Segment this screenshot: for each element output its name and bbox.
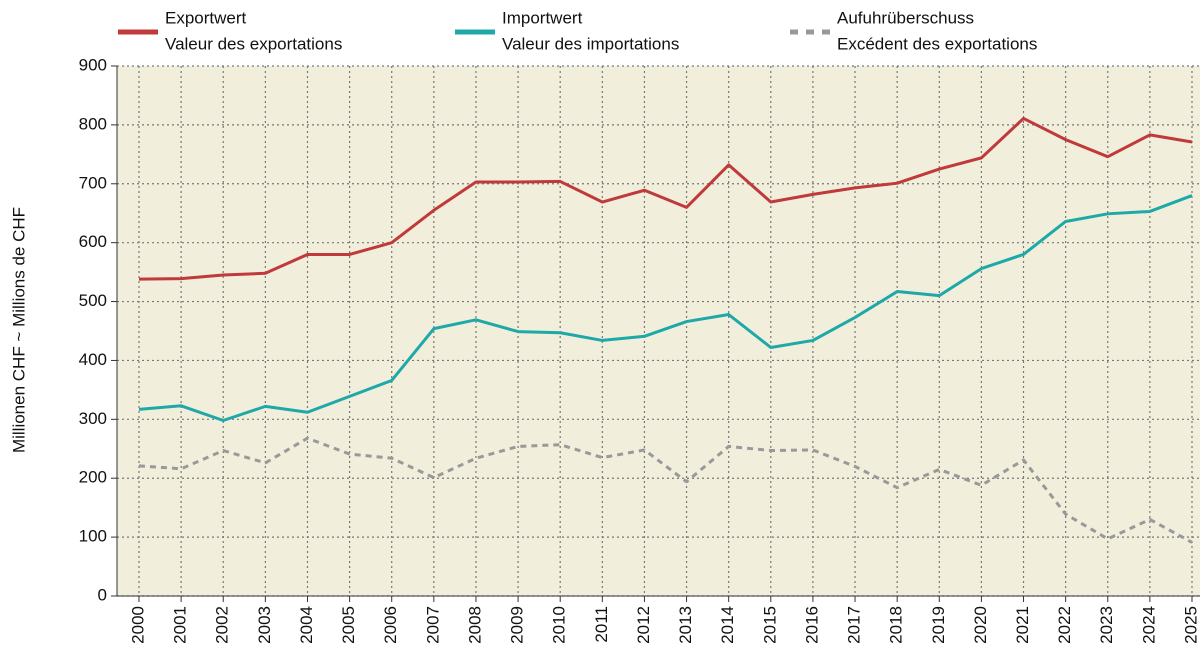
x-tick-label: 2006 [381,606,400,644]
x-tick-label: 2014 [718,606,737,644]
x-tick-label: 2010 [550,606,569,644]
x-tick-label: 2023 [1097,606,1116,644]
x-tick-label: 2009 [508,606,527,644]
y-tick-label: 0 [98,585,107,604]
x-tick-label: 2015 [760,606,779,644]
y-tick-label: 200 [79,468,107,487]
x-tick-label: 2018 [887,606,906,644]
x-tick-label: 2012 [634,606,653,644]
y-tick-label: 600 [79,232,107,251]
x-tick-label: 2025 [1181,606,1200,644]
x-tick-label: 2017 [845,606,864,644]
legend-label: Valeur des exportations [165,34,342,53]
y-tick-label: 100 [79,527,107,546]
legend-label: Importwert [502,8,583,27]
y-tick-label: 500 [79,291,107,310]
x-tick-label: 2003 [255,606,274,644]
x-tick-label: 2022 [1055,606,1074,644]
series-line [138,194,1193,423]
x-tick-label: 2007 [423,606,442,644]
x-tick-label: 2021 [1013,606,1032,644]
series-line [138,116,1193,281]
x-tick-label: 2002 [213,606,232,644]
y-tick-label: 700 [79,173,107,192]
x-tick-label: 2019 [929,606,948,644]
legend-label: Aufuhrüberschuss [837,8,974,27]
x-tick-label: 2005 [339,606,358,644]
x-tick-label: 2008 [465,606,484,644]
x-tick-label: 2016 [802,606,821,644]
legend-label: Exportwert [165,8,247,27]
y-tick-label: 800 [79,114,107,133]
x-tick-label: 2011 [592,606,611,643]
x-tick-label: 2024 [1139,606,1158,644]
y-tick-label: 300 [79,409,107,428]
x-tick-label: 2001 [171,606,190,644]
x-tick-label: 2013 [676,606,695,644]
x-tick-label: 2004 [297,606,316,644]
legend-label: Excédent des exportations [837,34,1037,53]
x-tick-label: 2020 [971,606,990,644]
y-tick-label: 400 [79,350,107,369]
y-tick-label: 900 [79,55,107,74]
legend-label: Valeur des importations [502,34,679,53]
series-line [138,436,1193,544]
x-tick-label: 2000 [128,606,147,644]
y-axis-label: Millionen CHF ~ Millions de CHF [9,207,28,453]
